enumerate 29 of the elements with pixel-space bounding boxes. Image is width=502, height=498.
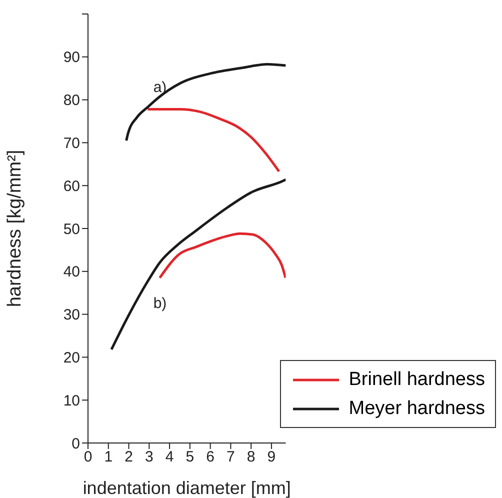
y-tick-label: 0 (72, 435, 80, 452)
x-tick-label: 4 (165, 448, 174, 466)
annotation: b) (153, 294, 167, 312)
y-tick-label: 10 (63, 392, 80, 410)
x-tick-label: 7 (226, 448, 235, 466)
x-tick-label: 2 (124, 448, 133, 466)
y-tick-label: 60 (63, 178, 80, 195)
x-tick-label: 0 (84, 448, 92, 466)
line-series (110, 178, 286, 351)
legend-label: Meyer hardness (348, 398, 485, 420)
x-tick-label: 8 (246, 448, 256, 466)
y-tick-label: 40 (63, 264, 80, 281)
y-tick-label: 70 (63, 135, 80, 152)
line-series (146, 108, 280, 173)
x-tick-label: 5 (186, 448, 194, 466)
y-tick-label: 80 (63, 92, 80, 110)
x-tick-label: 3 (144, 448, 154, 466)
y-tick-label: 30 (63, 306, 80, 324)
y-tick-label: 20 (63, 350, 80, 367)
line-series (125, 62, 286, 142)
x-tick-label: 9 (267, 448, 276, 466)
x-tick-label: 6 (206, 448, 214, 466)
y-tick-label: 50 (63, 220, 80, 238)
x-tick-label: 1 (104, 448, 113, 466)
line-series (158, 232, 286, 280)
y-axis-title: hardness [kg/mm²] (4, 150, 26, 308)
y-tick-label: 90 (63, 49, 80, 66)
legend-label: Brinell hardness (348, 368, 485, 390)
x-axis-title: indentation diameter [mm] (82, 478, 291, 498)
